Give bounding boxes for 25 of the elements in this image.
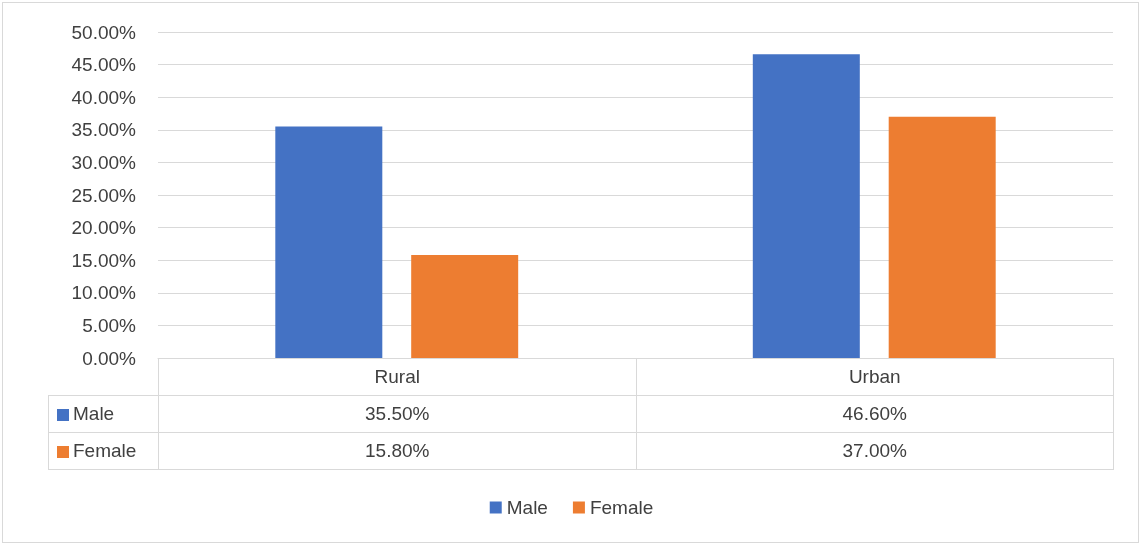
text: Male: [73, 403, 115, 424]
legend-label: Male: [506, 497, 548, 518]
y-tick-label: 0.00%: [82, 347, 137, 369]
data-label: 37.00%: [636, 432, 1114, 470]
data-label: 15.80%: [158, 432, 636, 470]
x-tick-label: Urban: [636, 358, 1114, 396]
y-tick-label: 35.00%: [71, 119, 137, 141]
bar: [888, 116, 996, 358]
y-tick-label: 50.00%: [71, 21, 137, 43]
bar: [752, 54, 860, 358]
x-tick-label: Rural: [158, 358, 636, 396]
bar: [275, 126, 383, 358]
y-tick-label: 15.00%: [71, 249, 137, 271]
y-tick-label: 45.00%: [71, 54, 137, 76]
y-tick-label: 5.00%: [82, 314, 137, 336]
data-label: 35.50%: [158, 395, 636, 433]
legend-label: Female: [589, 497, 654, 518]
y-tick-label: 30.00%: [71, 151, 137, 173]
bar: [411, 254, 519, 358]
y-tick-label: 40.00%: [71, 86, 137, 108]
y-tick-label: 25.00%: [71, 184, 137, 206]
y-tick-label: 20.00%: [71, 217, 137, 239]
y-tick-label: 10.00%: [71, 282, 137, 304]
text: Female: [73, 440, 137, 461]
data-label: 46.60%: [636, 395, 1114, 433]
